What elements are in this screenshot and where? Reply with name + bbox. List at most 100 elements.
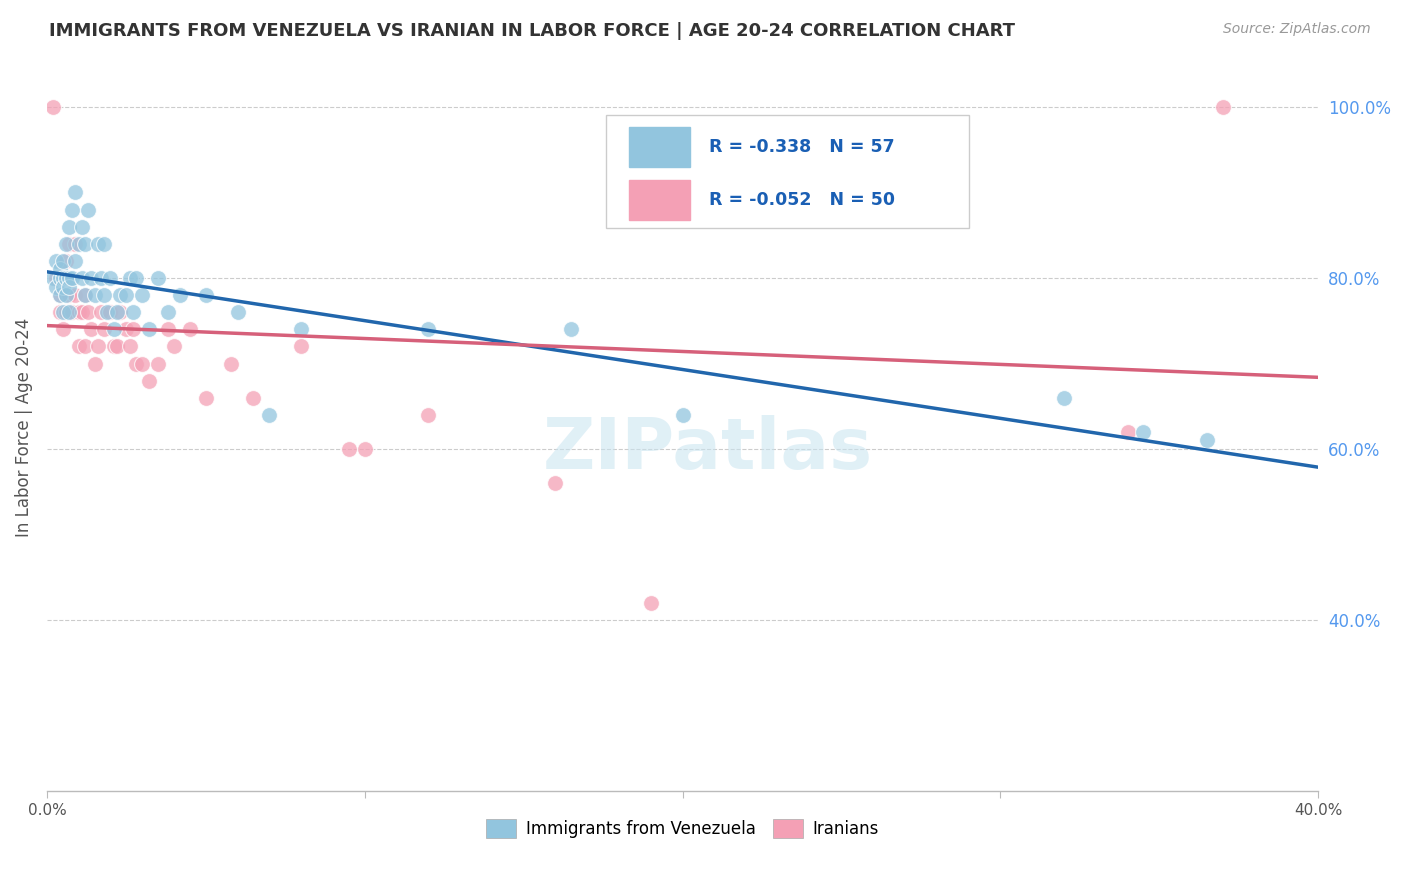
Point <box>1195 434 1218 448</box>
Point <box>125 271 148 285</box>
Point <box>60 202 83 217</box>
Point <box>156 322 179 336</box>
Point <box>118 271 141 285</box>
Point <box>55 288 77 302</box>
Point <box>48 305 70 319</box>
Point <box>77 305 100 319</box>
Point <box>100 305 122 319</box>
Point <box>290 339 312 353</box>
Point <box>55 271 77 285</box>
Point <box>87 236 110 251</box>
Point <box>146 271 169 285</box>
Point <box>219 357 242 371</box>
Point <box>80 322 103 336</box>
Point <box>353 442 375 456</box>
Point <box>131 357 153 371</box>
Text: Source: ZipAtlas.com: Source: ZipAtlas.com <box>1223 22 1371 37</box>
Point <box>418 408 440 422</box>
FancyBboxPatch shape <box>606 115 969 227</box>
Point <box>67 305 90 319</box>
Point <box>103 339 125 353</box>
Point <box>125 357 148 371</box>
Point <box>290 322 312 336</box>
Point <box>48 262 70 277</box>
Point <box>70 219 93 234</box>
Text: R = -0.052   N = 50: R = -0.052 N = 50 <box>709 191 896 209</box>
Point <box>105 339 128 353</box>
Point <box>121 322 143 336</box>
Point <box>146 357 169 371</box>
Point <box>93 288 115 302</box>
Point <box>103 322 125 336</box>
Point <box>58 236 80 251</box>
Point <box>58 219 80 234</box>
Point <box>1116 425 1139 439</box>
Point <box>100 271 122 285</box>
Point <box>67 339 90 353</box>
Point <box>77 202 100 217</box>
Point <box>169 288 191 302</box>
Point <box>138 322 160 336</box>
Point <box>671 408 693 422</box>
Point <box>131 288 153 302</box>
Point <box>418 322 440 336</box>
Point <box>337 442 360 456</box>
Point <box>735 186 758 200</box>
Point <box>48 288 70 302</box>
Point <box>115 322 138 336</box>
Point <box>45 271 67 285</box>
Point <box>65 253 87 268</box>
Point <box>48 271 70 285</box>
Point <box>1053 391 1076 405</box>
Point <box>115 288 138 302</box>
Point <box>90 271 112 285</box>
Point <box>52 253 75 268</box>
Point <box>93 322 115 336</box>
Point <box>640 596 662 610</box>
Point <box>48 288 70 302</box>
Point <box>560 322 582 336</box>
Point <box>55 305 77 319</box>
Point <box>55 236 77 251</box>
Point <box>65 288 87 302</box>
Point <box>52 279 75 293</box>
Point <box>58 305 80 319</box>
Text: R = -0.338   N = 57: R = -0.338 N = 57 <box>709 137 894 155</box>
Point <box>80 271 103 285</box>
Point <box>194 391 217 405</box>
Point <box>226 305 249 319</box>
Point <box>42 271 65 285</box>
Point <box>108 305 131 319</box>
Point <box>73 288 96 302</box>
Y-axis label: In Labor Force | Age 20-24: In Labor Force | Age 20-24 <box>15 318 32 537</box>
Text: IMMIGRANTS FROM VENEZUELA VS IRANIAN IN LABOR FORCE | AGE 20-24 CORRELATION CHAR: IMMIGRANTS FROM VENEZUELA VS IRANIAN IN … <box>49 22 1015 40</box>
Point <box>52 271 75 285</box>
Point <box>58 288 80 302</box>
Point <box>1212 100 1234 114</box>
Point <box>58 271 80 285</box>
Point <box>83 288 105 302</box>
Point <box>73 288 96 302</box>
Point <box>194 288 217 302</box>
Point <box>179 322 201 336</box>
Point <box>42 100 65 114</box>
Point <box>108 288 131 302</box>
Point <box>156 305 179 319</box>
Point <box>138 374 160 388</box>
Point <box>118 339 141 353</box>
Point <box>93 236 115 251</box>
Point <box>242 391 264 405</box>
Point <box>87 339 110 353</box>
Point <box>163 339 186 353</box>
Bar <box>630 127 690 167</box>
Point <box>544 476 567 491</box>
Point <box>52 271 75 285</box>
Point <box>60 305 83 319</box>
Point <box>83 357 105 371</box>
Point <box>65 236 87 251</box>
Point <box>96 305 118 319</box>
Point <box>1132 425 1154 439</box>
Point <box>259 408 281 422</box>
Point <box>73 236 96 251</box>
Point <box>67 236 90 251</box>
